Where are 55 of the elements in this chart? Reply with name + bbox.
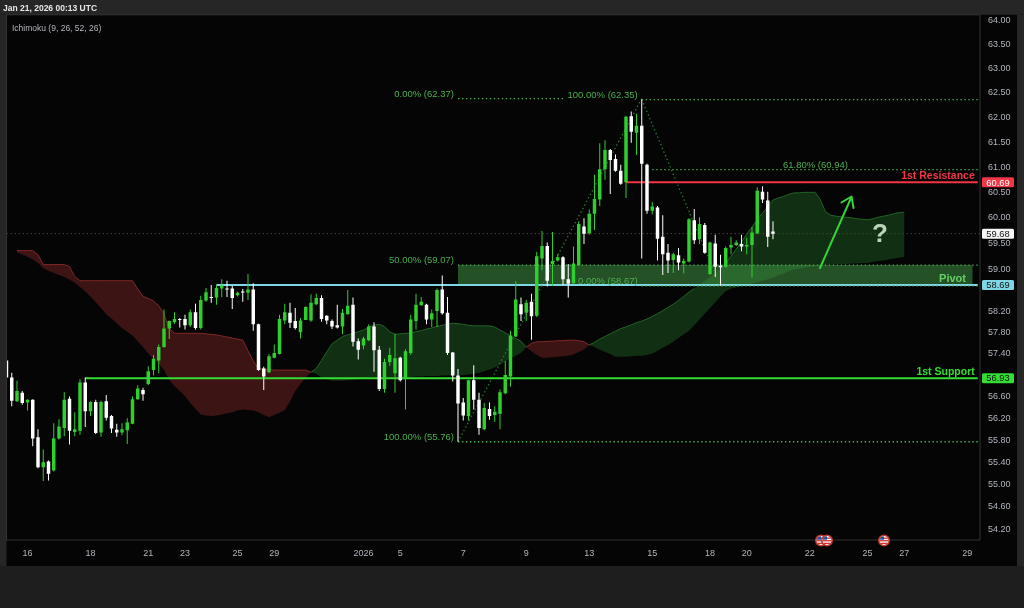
- y-tick-label: 60.50: [988, 187, 1011, 198]
- y-tick-label: 54.20: [988, 523, 1011, 534]
- annotation: ?: [872, 217, 888, 248]
- x-tick-label: 15: [647, 548, 658, 558]
- y-tick-label: 64.00: [988, 14, 1011, 25]
- series-label: 100.00% (62.35): [567, 88, 638, 100]
- y-tick-label: 55.80: [988, 434, 1011, 445]
- y-tick-label: 55.40: [988, 456, 1011, 467]
- y-tick-label: 62.50: [988, 87, 1011, 98]
- x-tick-label: 2026: [353, 548, 374, 558]
- y-tick-label: 63.50: [988, 38, 1011, 49]
- x-tick-label: 29: [962, 548, 973, 558]
- x-tick-label: 25: [232, 548, 243, 558]
- y-tick-label: 57.40: [988, 348, 1011, 359]
- x-tick-label: 25: [862, 548, 873, 558]
- y-tick-label: 56.60: [988, 391, 1011, 402]
- x-tick-label: 7: [460, 548, 466, 558]
- y-tick-label: 60.00: [988, 212, 1011, 223]
- x-tick-label: 20: [741, 548, 752, 558]
- y-tick-label: 59.00: [988, 263, 1011, 274]
- annotation: Pivot: [939, 271, 967, 284]
- y-tick-label: 57.80: [988, 326, 1011, 337]
- series-label: 100.00% (55.76): [383, 430, 454, 442]
- y-tick-label: 55.00: [988, 478, 1011, 489]
- x-tick-label: 9: [523, 548, 529, 558]
- x-tick-label: 18: [704, 548, 715, 558]
- x-tick-label: 5: [397, 548, 403, 558]
- data-label: 56.93: [986, 373, 1010, 384]
- data-label: 58.69: [986, 280, 1010, 291]
- y-tick-label: 61.00: [988, 161, 1011, 172]
- chart-title: Jan 21, 2026 00:13 UTC: [3, 2, 98, 13]
- data-label: 60.69: [986, 177, 1010, 188]
- series-label: 1st Support: [916, 364, 976, 377]
- y-tick-label: 61.50: [988, 136, 1011, 147]
- ref-line-label: 59.68: [986, 228, 1010, 239]
- y-tick-label: 54.60: [988, 501, 1011, 512]
- x-tick-label: 22: [804, 548, 815, 558]
- x-tick-label: 21: [143, 548, 154, 558]
- y-tick-label: 56.20: [988, 412, 1011, 423]
- series-label: 1st Resistance: [901, 168, 975, 181]
- y-tick-label: 63.00: [988, 63, 1011, 74]
- series-label: 0.00% (58.67): [578, 274, 638, 286]
- x-tick-label: 27: [899, 548, 910, 558]
- x-tick-label: 29: [269, 548, 280, 558]
- x-tick-label: 23: [179, 548, 191, 558]
- y-tick-label: 59.50: [988, 238, 1011, 249]
- series-label: 0.00% (62.37): [394, 87, 454, 99]
- y-tick-label: 58.20: [988, 305, 1011, 316]
- series-label: 61.80% (60.94): [782, 158, 848, 170]
- y-tick-label: 62.00: [988, 112, 1011, 123]
- x-tick-label: 18: [85, 548, 96, 558]
- x-tick-label: 16: [22, 548, 33, 558]
- series-label: 50.00% (59.07): [389, 254, 454, 266]
- x-tick-label: 13: [584, 548, 595, 558]
- text: Ichimoku (9, 26, 52, 26): [12, 23, 102, 33]
